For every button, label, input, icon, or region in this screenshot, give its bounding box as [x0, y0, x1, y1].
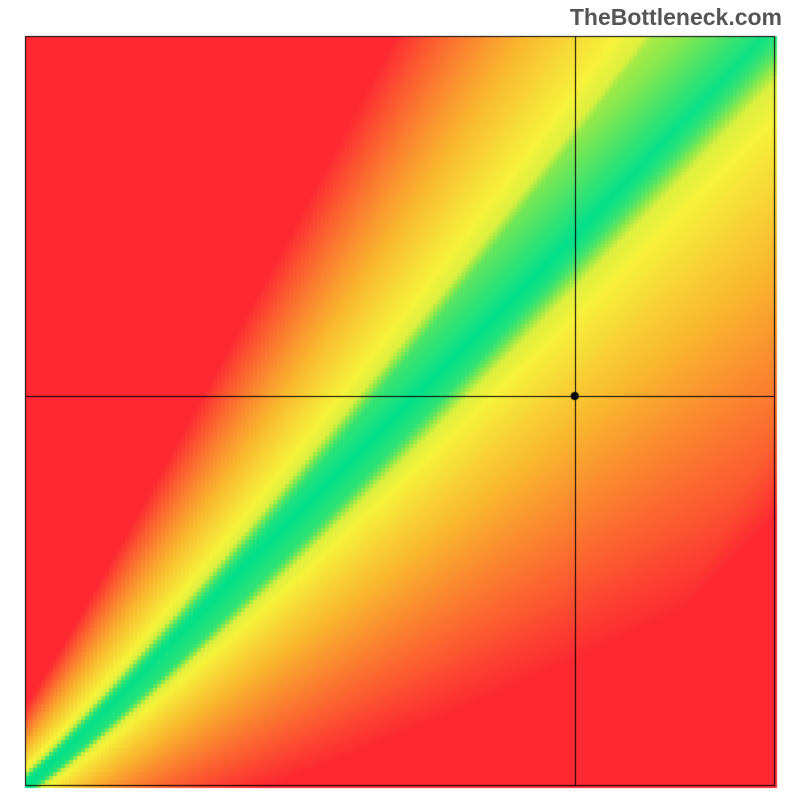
watermark-label: TheBottleneck.com: [570, 4, 782, 31]
bottleneck-heatmap-container: TheBottleneck.com: [0, 0, 800, 800]
heatmap-canvas: [0, 0, 800, 800]
